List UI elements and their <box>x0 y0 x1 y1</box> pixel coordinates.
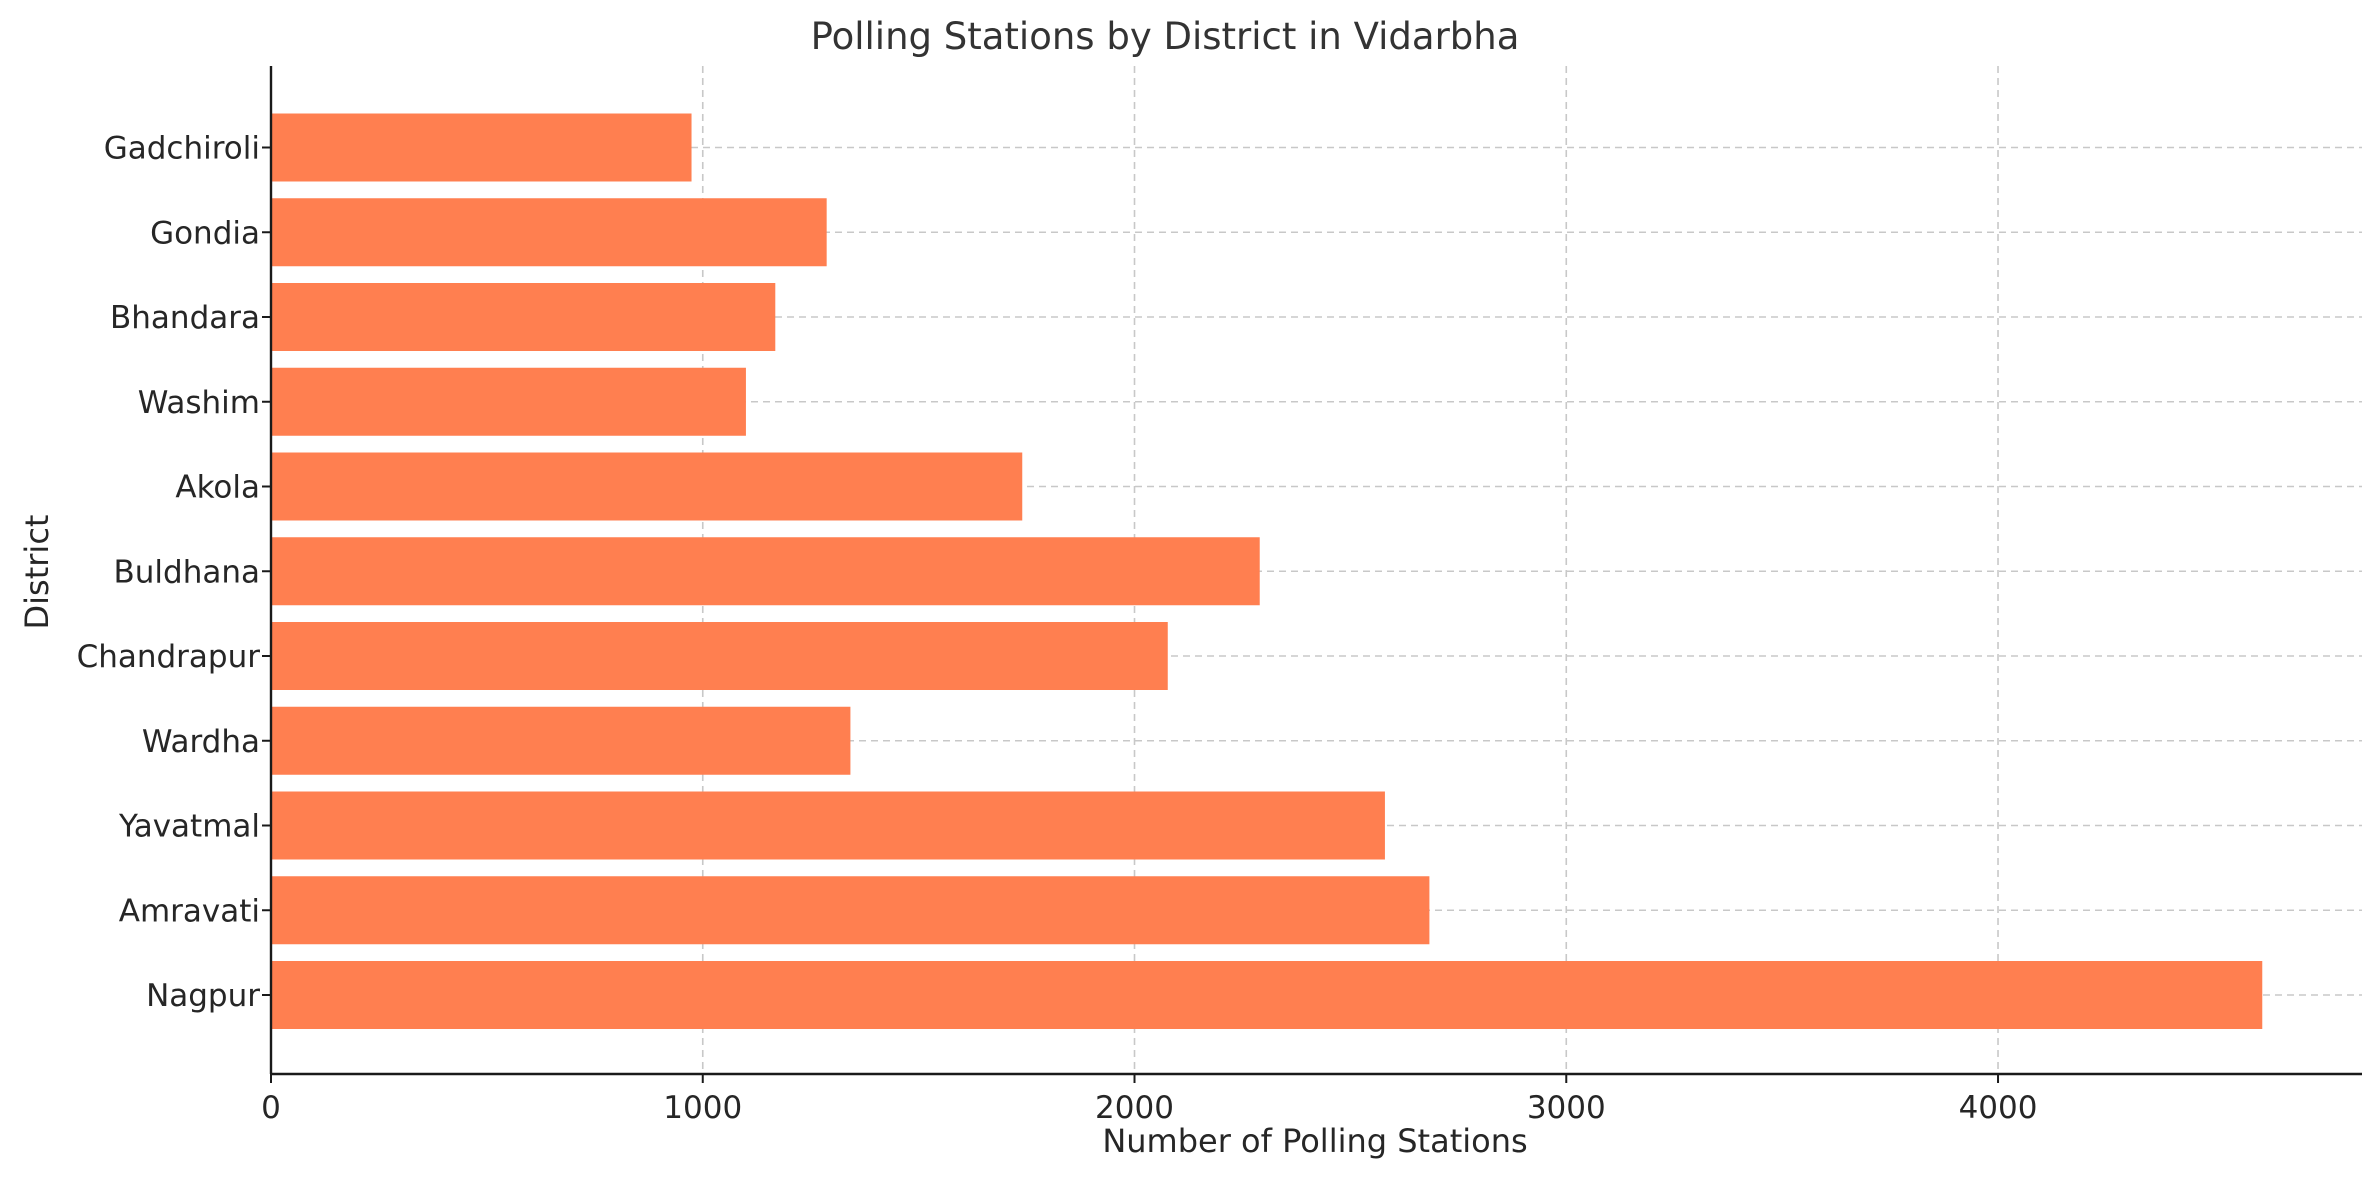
y-tick-label-gondia: Gondia <box>150 215 260 251</box>
y-tick-label-wardha: Wardha <box>142 724 260 760</box>
y-tick-label-nagpur: Nagpur <box>146 978 260 1014</box>
y-tick-label-washim: Washim <box>138 385 260 421</box>
bar-yavatmal <box>271 791 1385 860</box>
ticks: 0 1000 2000 3000 4000 Nagpur Amravati Yavatmal W… <box>77 131 2038 1127</box>
bar-amravati <box>271 876 1430 945</box>
y-tick-label-chandrapur: Chandrapur <box>77 639 261 675</box>
bar-buldhana <box>271 537 1260 606</box>
bar-gadchiroli <box>271 113 692 182</box>
y-axis-label: District <box>18 515 56 630</box>
chart-title: Polling Stations by District in Vidarbha <box>811 15 1520 58</box>
bar-akola <box>271 452 1023 521</box>
y-tick-label-akola: Akola <box>175 470 260 506</box>
x-tick-label: 0 <box>261 1090 281 1126</box>
x-tick-label: 2000 <box>1095 1090 1174 1126</box>
bars <box>271 113 2263 1029</box>
y-tick-label-buldhana: Buldhana <box>114 554 261 590</box>
y-tick-label-amravati: Amravati <box>119 893 260 929</box>
axes <box>269 66 2362 1076</box>
x-tick-label: 1000 <box>663 1090 742 1126</box>
y-tick-label-bhandara: Bhandara <box>110 300 260 336</box>
x-tick-label: 4000 <box>1959 1090 2038 1126</box>
x-tick-label: 3000 <box>1527 1090 1606 1126</box>
x-axis-label: Number of Polling Stations <box>1102 1122 1527 1160</box>
bar-chandrapur <box>271 622 1168 690</box>
y-tick-label-gadchiroli: Gadchiroli <box>104 131 260 167</box>
y-tick-label-yavatmal: Yavatmal <box>118 809 260 845</box>
bar-washim <box>271 367 746 436</box>
bar-gondia <box>271 198 827 267</box>
bar-wardha <box>271 706 851 775</box>
bar-nagpur <box>271 961 2263 1029</box>
bar-bhandara <box>271 283 776 351</box>
